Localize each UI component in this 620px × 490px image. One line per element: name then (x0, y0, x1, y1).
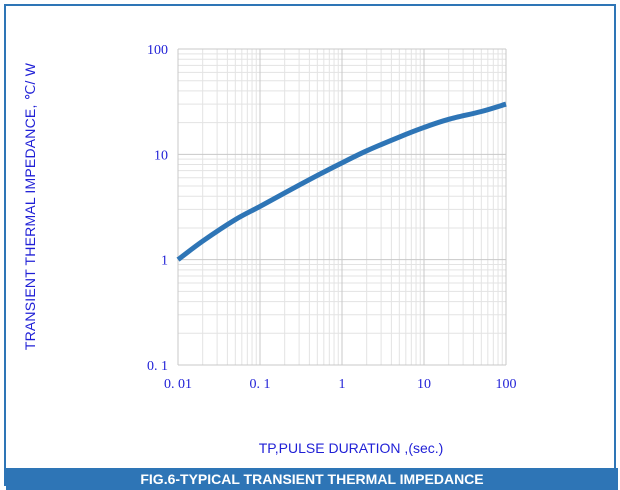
tick-labels: 0. 01 0. 1 1 10 100 0. 1 1 10 100 (147, 43, 517, 392)
thermal-impedance-curve (176, 101, 507, 262)
figure-frame: TRANSIENT THERMAL IMPEDANCE, ℃/ W 0. 01 0… (4, 4, 618, 490)
x-tick-label: 10 (417, 377, 431, 392)
y-tick-label: 0. 1 (147, 359, 168, 374)
plot-area: 0. 01 0. 1 1 10 100 0. 1 1 10 100 (147, 43, 517, 392)
x-tick-label: 0. 1 (250, 377, 271, 392)
x-tick-label: 100 (496, 377, 517, 392)
x-tick-label: 0. 01 (164, 377, 192, 392)
x-axis-label: TP,PULSE DURATION ,(sec.) (258, 440, 444, 456)
y-tick-label: 100 (147, 43, 168, 58)
y-tick-label: 1 (161, 254, 168, 269)
series-group (176, 101, 507, 262)
major-gridlines (177, 48, 507, 366)
figure-caption: FIG.6-TYPICAL TRANSIENT THERMAL IMPEDANC… (6, 468, 618, 490)
minor-gridlines (178, 49, 506, 365)
x-tick-label: 1 (339, 377, 346, 392)
y-tick-label: 10 (154, 148, 168, 163)
